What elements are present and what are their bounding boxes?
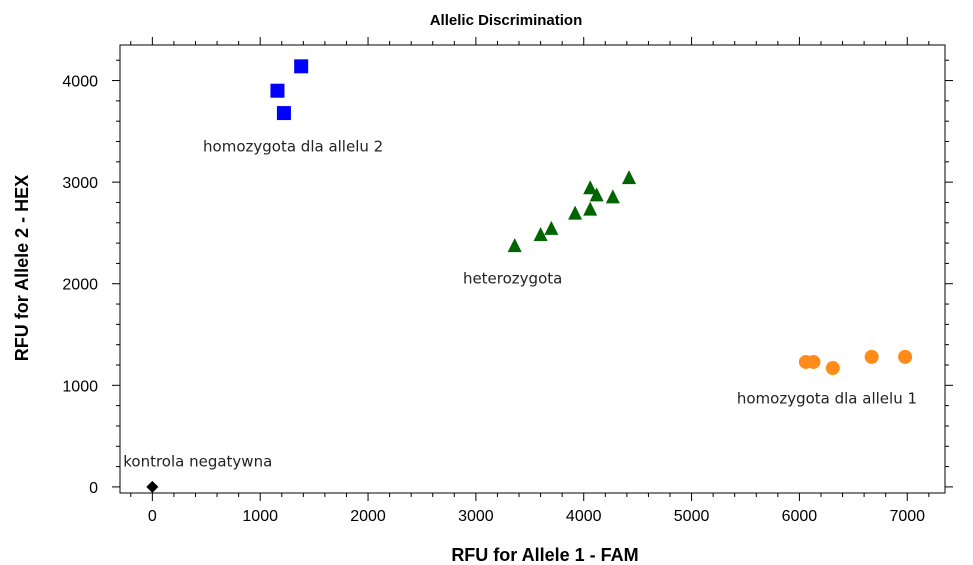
x-tick-label: 7000 (889, 508, 925, 525)
x-axis-label: RFU for Allele 1 - FAM (451, 545, 638, 565)
y-tick-label: 4000 (62, 74, 98, 91)
data-point-square (294, 59, 309, 74)
data-point-triangle (533, 226, 548, 241)
data-point-triangle (589, 187, 604, 202)
data-point-triangle (583, 201, 598, 216)
y-tick-label: 2000 (62, 277, 98, 294)
data-point-circle (825, 361, 840, 376)
x-tick-label: 0 (148, 508, 157, 525)
data-points (146, 59, 913, 493)
data-point-circle (864, 349, 879, 364)
y-tick-label: 3000 (62, 175, 98, 192)
x-tick-label: 2000 (350, 508, 386, 525)
data-point-triangle (507, 238, 522, 253)
x-tick-label: 5000 (674, 508, 710, 525)
x-tick-label: 6000 (782, 508, 818, 525)
x-tick-label: 3000 (458, 508, 494, 525)
y-tick-label: 1000 (62, 378, 98, 395)
data-point-square (276, 106, 291, 121)
data-point-triangle (622, 170, 637, 185)
chart-title: Allelic Discrimination (430, 12, 583, 29)
cluster-annotations: homozygota dla allelu 2 heterozygota homoz… (123, 138, 917, 471)
data-point-square (270, 83, 285, 98)
cluster-annotation: kontrola negatywna (123, 453, 272, 471)
y-axis-label: RFU for Allele 2 - HEX (12, 175, 32, 361)
plot-area-frame (119, 44, 946, 494)
data-point-circle (806, 354, 821, 369)
data-point-triangle (605, 189, 620, 204)
y-tick-label: 0 (89, 480, 98, 497)
data-point-triangle (583, 180, 598, 195)
data-point-circle (898, 349, 913, 364)
data-point-diamond (146, 480, 159, 493)
cluster-annotation: homozygota dla allelu 1 (737, 390, 917, 408)
data-point-triangle (568, 205, 583, 220)
axis-ticks: 0 1000 2000 3000 4000 5000 6000 7000 0 1000 2000 30… (62, 37, 953, 525)
cluster-annotation: homozygota dla allelu 2 (203, 138, 383, 156)
data-point-triangle (544, 220, 559, 235)
x-tick-label: 4000 (566, 508, 602, 525)
x-tick-label: 1000 (242, 508, 278, 525)
cluster-annotation: heterozygota (463, 270, 562, 288)
